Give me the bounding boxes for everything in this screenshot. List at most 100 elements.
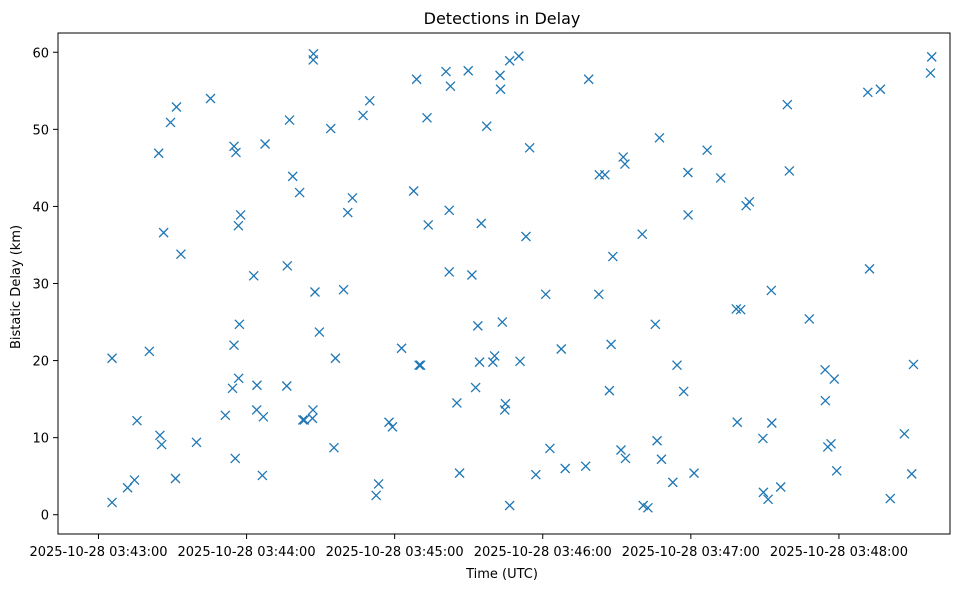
data-point-marker [387,421,398,432]
data-point-marker [521,231,531,242]
y-tick-label: 60 [32,46,49,61]
data-point-marker [408,186,419,196]
data-point-marker [445,81,456,92]
data-point-marker [899,428,910,439]
data-point-marker [497,317,508,327]
data-point-marker [373,478,384,489]
data-point-marker [495,84,506,95]
axes-frame [57,32,951,535]
data-point-marker [144,346,155,357]
data-point-marker [314,327,325,338]
data-point-marker [297,414,308,425]
data-point-marker [444,205,455,216]
data-point-marker [299,414,310,425]
data-point-marker [358,110,369,121]
data-point-marker [281,381,292,391]
data-point-marker [347,192,358,203]
data-point-marker [171,102,182,112]
data-point-marker [472,320,483,331]
data-point-marker [652,435,662,446]
data-point-marker [158,227,169,238]
data-point-marker [495,70,506,81]
data-point-marker [170,473,181,484]
data-point-marker [820,395,831,406]
data-point-marker [463,65,474,76]
data-point-marker [715,172,726,183]
data-point-marker [233,373,244,384]
data-point-marker [782,99,793,110]
data-point-marker [229,340,239,351]
data-point-marker [308,404,318,415]
data-point-marker [294,187,305,198]
x-tick-label: 2025-10-28 03:46:00 [474,545,612,560]
data-point-marker [233,220,244,231]
data-point-marker [107,353,118,364]
data-point-marker [328,442,339,453]
data-point-marker [556,344,567,354]
data-point-marker [580,461,591,472]
data-point-marker [908,359,919,370]
x-tick-label: 2025-10-28 03:48:00 [770,545,908,560]
data-point-marker [282,260,293,271]
data-point-marker [826,438,836,449]
y-tick-label: 10 [32,432,49,447]
data-point-marker [540,289,551,300]
data-point-marker [926,51,937,62]
data-point-marker [371,490,382,501]
data-point-marker [885,493,896,504]
data-point-marker [227,383,238,394]
x-tick-label: 2025-10-28 03:45:00 [326,545,464,560]
x-axis-label: Time (UTC) [465,567,538,582]
data-point-marker [544,443,555,454]
data-point-marker [451,398,462,408]
data-point-marker [251,380,262,391]
data-point-marker [220,410,231,421]
data-point-marker [396,343,407,354]
data-point-marker [325,123,336,134]
data-point-marker [230,147,241,158]
data-point-marker [230,453,241,464]
data-point-marker [414,360,425,371]
data-point-marker [156,439,167,450]
data-point-marker [444,266,455,277]
data-point-marker [153,148,164,159]
data-point-marker [423,219,434,230]
data-point-marker [476,218,487,229]
data-point-marker [384,417,394,428]
data-point-marker [513,51,524,62]
data-point-marker [504,55,515,66]
data-point-marker [132,415,142,426]
data-point-marker [667,477,678,488]
data-point-marker [607,251,618,262]
data-point-marker [757,433,768,444]
data-point-marker [599,169,610,180]
data-point-marker [683,209,694,220]
data-point-marker [524,142,535,153]
data-point-marker [260,139,271,149]
data-point-marker [481,121,492,132]
data-point-marker [620,453,631,464]
data-point-marker [642,502,653,513]
data-point-marker [616,445,626,455]
data-point-marker [820,364,831,375]
data-points [107,49,937,513]
data-point-marker [689,468,700,479]
data-point-marker [364,95,375,106]
data-point-marker [307,413,318,424]
data-point-marker [422,112,432,123]
data-point-marker [470,382,481,393]
data-point-marker [654,132,665,143]
data-point-marker [235,209,246,220]
data-point-marker [229,141,239,152]
data-point-marker [415,360,426,371]
data-point-marker [234,319,245,330]
data-point-marker [766,418,777,428]
y-tick-label: 30 [32,278,49,293]
data-point-marker [205,93,216,104]
data-point-marker [489,350,500,361]
data-point-marker [875,84,886,95]
data-point-marker [500,398,511,409]
data-point-marker [606,339,617,350]
y-tick-label: 40 [32,200,49,215]
data-point-marker [862,87,873,98]
